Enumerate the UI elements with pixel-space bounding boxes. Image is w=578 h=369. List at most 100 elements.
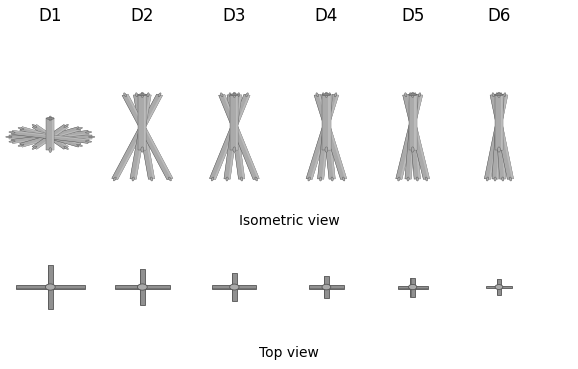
Polygon shape xyxy=(224,94,242,179)
Ellipse shape xyxy=(46,117,54,120)
Ellipse shape xyxy=(64,146,68,149)
Ellipse shape xyxy=(158,93,161,97)
Polygon shape xyxy=(323,95,331,149)
Ellipse shape xyxy=(18,127,24,130)
Polygon shape xyxy=(12,130,89,144)
Ellipse shape xyxy=(498,147,501,152)
Polygon shape xyxy=(494,94,514,179)
Polygon shape xyxy=(122,94,173,180)
Ellipse shape xyxy=(416,177,418,181)
Polygon shape xyxy=(325,94,335,179)
Bar xyxy=(497,279,501,295)
Polygon shape xyxy=(228,95,242,179)
Ellipse shape xyxy=(498,92,501,97)
Polygon shape xyxy=(52,118,54,150)
Polygon shape xyxy=(492,95,500,179)
Polygon shape xyxy=(230,95,239,149)
Ellipse shape xyxy=(9,132,15,133)
Polygon shape xyxy=(134,94,155,179)
Bar xyxy=(114,288,170,289)
Ellipse shape xyxy=(141,147,144,152)
Polygon shape xyxy=(134,95,151,179)
Ellipse shape xyxy=(32,124,37,127)
Bar xyxy=(410,277,415,297)
Polygon shape xyxy=(409,95,418,179)
Ellipse shape xyxy=(418,93,421,97)
Polygon shape xyxy=(209,94,246,179)
Polygon shape xyxy=(320,95,331,179)
Ellipse shape xyxy=(323,94,331,96)
Polygon shape xyxy=(32,125,68,149)
Bar xyxy=(324,276,325,299)
Ellipse shape xyxy=(141,92,144,97)
Text: D6: D6 xyxy=(487,7,510,25)
Polygon shape xyxy=(144,95,146,149)
Polygon shape xyxy=(314,95,343,179)
Polygon shape xyxy=(134,95,151,179)
Polygon shape xyxy=(122,95,169,180)
Polygon shape xyxy=(317,94,332,179)
Bar xyxy=(47,265,49,309)
Polygon shape xyxy=(227,94,245,179)
Ellipse shape xyxy=(486,177,488,181)
Polygon shape xyxy=(497,95,504,179)
Polygon shape xyxy=(328,95,331,149)
Polygon shape xyxy=(314,94,347,179)
Polygon shape xyxy=(138,95,146,149)
Polygon shape xyxy=(21,127,81,145)
Polygon shape xyxy=(498,95,506,179)
Ellipse shape xyxy=(322,93,324,97)
Polygon shape xyxy=(32,125,65,148)
Ellipse shape xyxy=(331,177,334,181)
Bar xyxy=(309,288,344,289)
Ellipse shape xyxy=(18,144,24,146)
Bar xyxy=(139,269,145,305)
Ellipse shape xyxy=(496,93,498,97)
Polygon shape xyxy=(306,94,339,179)
Polygon shape xyxy=(403,95,425,179)
Polygon shape xyxy=(400,95,423,179)
Bar xyxy=(497,279,498,295)
Ellipse shape xyxy=(334,93,337,97)
Ellipse shape xyxy=(64,124,68,127)
Polygon shape xyxy=(495,95,498,149)
Polygon shape xyxy=(320,94,335,179)
Ellipse shape xyxy=(411,92,414,97)
Polygon shape xyxy=(230,95,233,149)
Ellipse shape xyxy=(495,284,503,290)
Polygon shape xyxy=(494,95,506,179)
Polygon shape xyxy=(409,95,412,149)
Ellipse shape xyxy=(492,93,494,97)
Polygon shape xyxy=(20,129,79,147)
Polygon shape xyxy=(138,94,155,179)
Ellipse shape xyxy=(500,93,502,97)
Polygon shape xyxy=(407,95,420,179)
Ellipse shape xyxy=(49,147,51,151)
Polygon shape xyxy=(47,125,49,149)
Ellipse shape xyxy=(49,123,51,127)
Polygon shape xyxy=(9,135,92,136)
Text: D1: D1 xyxy=(39,7,62,25)
Ellipse shape xyxy=(147,93,149,97)
Ellipse shape xyxy=(135,93,138,97)
Polygon shape xyxy=(12,130,89,141)
Ellipse shape xyxy=(246,93,249,97)
Polygon shape xyxy=(227,95,240,179)
Polygon shape xyxy=(490,95,510,179)
Bar xyxy=(486,287,512,289)
Polygon shape xyxy=(130,94,147,179)
Bar xyxy=(232,273,234,301)
Ellipse shape xyxy=(9,141,15,142)
Polygon shape xyxy=(21,129,81,147)
Bar xyxy=(232,273,237,301)
Polygon shape xyxy=(306,94,335,179)
Bar xyxy=(213,285,256,289)
Polygon shape xyxy=(12,133,89,144)
Polygon shape xyxy=(412,95,420,179)
Ellipse shape xyxy=(168,177,172,181)
Polygon shape xyxy=(407,95,416,179)
Ellipse shape xyxy=(407,177,409,181)
Ellipse shape xyxy=(328,93,331,97)
Polygon shape xyxy=(138,95,141,149)
Polygon shape xyxy=(209,94,250,179)
